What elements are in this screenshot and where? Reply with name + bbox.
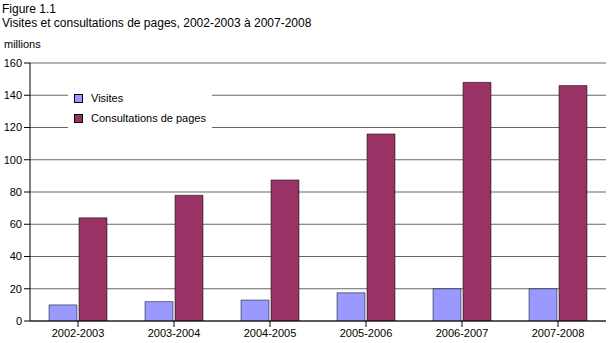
svg-text:120: 120 — [8, 121, 22, 133]
html-text:Consultations de pages: Consultations de pages — [91, 112, 206, 124]
svg-text:2003-2004: 2003-2004 — [148, 327, 201, 339]
svg-text:2004-2005: 2004-2005 — [244, 327, 297, 339]
svg-text:60: 60 — [10, 218, 22, 230]
svg-text:2007-2008: 2007-2008 — [532, 327, 585, 339]
svg-text:100: 100 — [8, 154, 22, 166]
html-text:Visites et consultations de pa: Visites et consultations de pages, 2002-… — [2, 16, 312, 30]
svg-text:0: 0 — [16, 315, 22, 327]
svg-text:2005-2006: 2005-2006 — [340, 327, 393, 339]
svg-text:2006-2007: 2006-2007 — [436, 327, 489, 339]
svg-text:2002-2003: 2002-2003 — [52, 327, 105, 339]
svg-text:80: 80 — [10, 186, 22, 198]
svg-text:20: 20 — [10, 283, 22, 295]
html-text:Visites: Visites — [91, 92, 124, 104]
svg-text:40: 40 — [10, 250, 22, 262]
html-text:millions: millions — [4, 38, 41, 50]
svg-text:140: 140 — [8, 89, 22, 101]
html-text:Figure 1.1: Figure 1.1 — [2, 2, 56, 16]
svg-text:160: 160 — [8, 57, 22, 69]
